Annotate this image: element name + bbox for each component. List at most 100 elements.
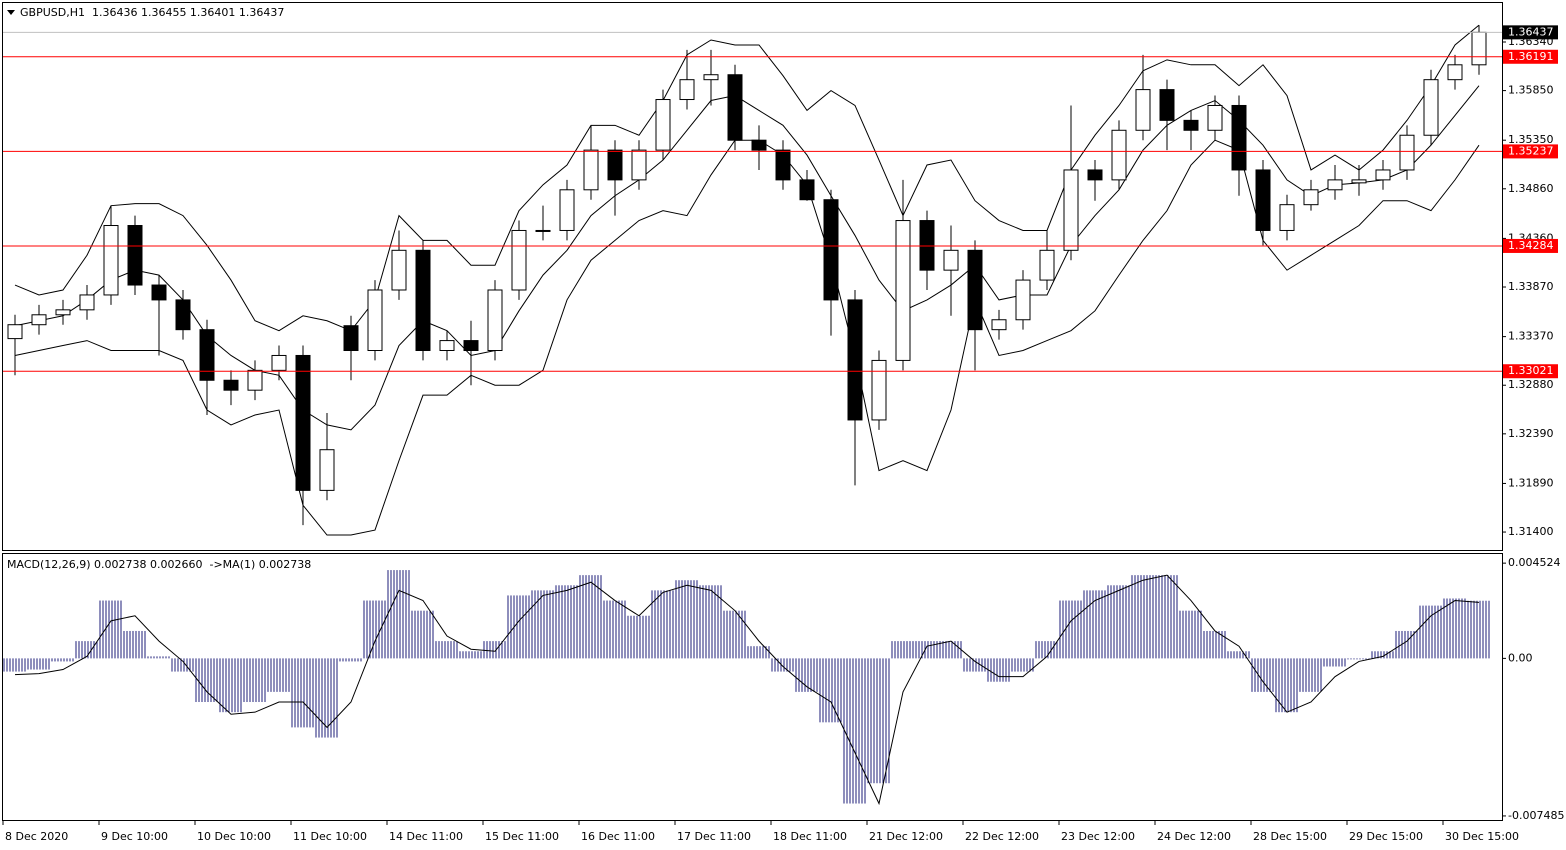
candle-body [751,139,767,151]
x-tick-label: 29 Dec 15:00 [1349,830,1423,843]
candle-body [1135,89,1151,131]
candle-body [175,299,191,331]
macd-bar [51,658,75,662]
x-tick-label: 8 Dec 2020 [5,830,68,843]
candle-body [967,249,983,331]
candle-body [559,189,575,231]
candle-body [1327,179,1343,191]
y-tick-label: 1.35350 [1508,133,1554,146]
y-tick-label: -0.007485 [1508,809,1564,822]
macd-bar [987,658,1011,682]
level-label: 1.34284 [1508,239,1554,252]
macd-bar [99,600,123,659]
candle-body [1255,169,1271,231]
candle-body [775,149,791,181]
macd-bar [1371,651,1395,659]
macd-bar [723,610,747,659]
menu-arrow[interactable] [7,10,15,15]
macd-bar [1011,658,1035,672]
candle-body [727,74,743,141]
macd-bar [699,585,723,659]
level-tag [1503,364,1558,379]
candle-body [1015,279,1031,321]
candle-body [1231,104,1247,171]
macd-bar [219,658,243,713]
macd-bar [1323,658,1347,667]
macd-bar [291,658,315,728]
macd-bar [891,641,915,659]
candle-body [1159,89,1175,121]
candle-body [295,354,311,491]
macd-bar [555,585,579,659]
level-label: 1.35237 [1508,144,1554,157]
macd-bar [27,658,51,670]
macd-bar [1227,651,1251,659]
macd-bar [939,641,963,659]
candle-body [391,249,407,291]
macd-bar [1251,658,1275,692]
level-tag [1503,144,1558,159]
macd-bar [195,658,219,703]
macd-bar [1299,658,1323,692]
candle-body [703,74,719,81]
macd-bar [867,658,891,784]
candle-body [1471,31,1487,66]
macd-bar [747,646,771,659]
y-tick-label: 1.33870 [1508,280,1554,293]
macd-bar [651,590,675,659]
last-price-label: 1.36437 [1508,25,1554,38]
candle-body [511,229,527,291]
candle-body [655,99,671,151]
x-tick-label: 18 Dec 11:00 [773,830,847,843]
macd-bar [1131,575,1155,659]
candle-body [1303,189,1319,206]
macd-bar [483,641,507,659]
candle-body [319,449,335,491]
candle-body [583,149,599,191]
level-tag [1503,49,1558,64]
macd-bar [243,658,267,703]
macd-bar [1347,658,1371,660]
last-price-tag [1503,25,1558,40]
macd-bar [843,658,867,804]
macd-bar [315,658,339,738]
candle-body [1087,169,1103,181]
macd-bar [171,658,195,672]
x-tick-label: 15 Dec 11:00 [485,830,559,843]
candle-body [679,79,695,101]
plot-layer: 1.363401.358501.353501.348601.343601.338… [2,24,1564,843]
candle-body [343,325,359,352]
y-tick-label: 1.33370 [1508,330,1554,343]
signal-line [14,574,1480,806]
level-label: 1.36191 [1508,50,1554,63]
candle-body [919,220,935,271]
candle-body [367,289,383,352]
macd-bar [819,658,843,723]
candle-body [631,149,647,181]
x-tick-label: 11 Dec 10:00 [293,830,367,843]
x-tick-label: 30 Dec 15:00 [1445,830,1519,843]
candle-body [895,220,911,361]
candle-body [535,229,551,232]
level-label: 1.33021 [1508,364,1554,377]
macd-bar [459,651,483,659]
y-tick-label: 1.31400 [1508,525,1554,538]
macd-bar [147,656,171,659]
macd-bar [339,658,363,662]
x-tick-label: 24 Dec 12:00 [1157,830,1231,843]
candle-body [1399,134,1415,171]
macd-bar [1179,610,1203,659]
macd-bar [267,658,291,692]
price-panel [2,2,1503,551]
candle-body [151,284,167,301]
candle-body [943,249,959,271]
x-tick-label: 10 Dec 10:00 [197,830,271,843]
candle-body [7,324,23,340]
macd-panel [2,553,1503,821]
level-tag [1503,238,1558,253]
macd-bar [363,600,387,659]
candle-body [1183,119,1199,131]
candle-body [79,294,95,311]
y-tick-label: 1.34860 [1508,182,1554,195]
